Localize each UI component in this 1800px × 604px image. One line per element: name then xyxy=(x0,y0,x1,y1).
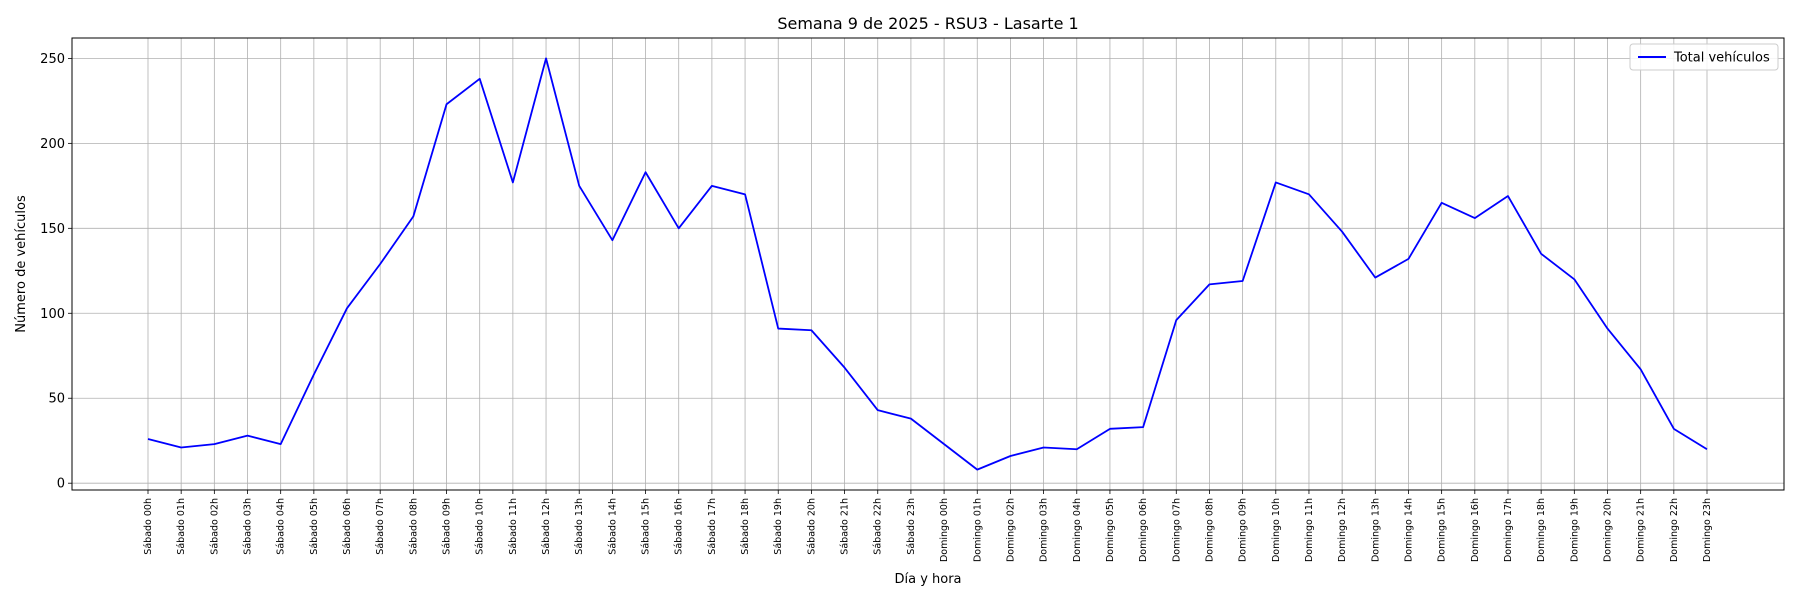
x-tick-label: Sábado 20h xyxy=(806,498,817,555)
x-tick-label: Domingo 12h xyxy=(1337,498,1348,562)
x-tick-label: Domingo 23h xyxy=(1702,498,1713,562)
x-tick-label: Sábado 11h xyxy=(508,498,519,555)
x-axis-label: Día y hora xyxy=(894,572,961,587)
x-tick-label: Domingo 00h xyxy=(939,498,950,562)
x-tick-label: Domingo 03h xyxy=(1039,498,1050,562)
x-tick-label: Sábado 01h xyxy=(176,498,187,555)
y-tick-label: 200 xyxy=(40,137,65,152)
x-tick-label: Domingo 04h xyxy=(1072,498,1083,562)
x-tick-label: Sábado 07h xyxy=(375,498,386,555)
x-tick-label: Domingo 21h xyxy=(1636,498,1647,562)
x-tick-label: Sábado 23h xyxy=(906,498,917,555)
x-tick-label: Domingo 06h xyxy=(1138,498,1149,562)
legend-box xyxy=(1629,43,1779,71)
x-tick-label: Domingo 11h xyxy=(1304,498,1315,562)
x-tick-label: Sábado 04h xyxy=(276,498,287,555)
x-tick-label: Sábado 19h xyxy=(773,498,784,555)
y-axis: 0 50 100 150 200 250 xyxy=(40,52,72,492)
x-tick-label: Sábado 17h xyxy=(707,498,718,555)
grid xyxy=(72,38,1784,490)
x-tick-label: Sábado 02h xyxy=(209,498,220,555)
x-tick-label: Domingo 10h xyxy=(1271,498,1282,562)
x-tick-label: Domingo 01h xyxy=(972,498,983,562)
x-tick-label: Sábado 16h xyxy=(674,498,685,555)
legend: Total vehículos xyxy=(1629,43,1779,71)
x-tick-label: Domingo 15h xyxy=(1437,498,1448,562)
x-tick-label: Sábado 12h xyxy=(541,498,552,555)
x-tick-label: Sábado 00h xyxy=(143,498,154,555)
x-tick-label: Domingo 19h xyxy=(1569,498,1580,562)
x-tick-label: Sábado 05h xyxy=(309,498,320,555)
x-tick-label: Sábado 18h xyxy=(740,498,751,555)
x-tick-label: Domingo 18h xyxy=(1536,498,1547,562)
x-tick-label: Sábado 13h xyxy=(574,498,585,555)
y-tick-label: 150 xyxy=(40,222,65,237)
x-tick-label: Sábado 10h xyxy=(475,498,486,555)
x-tick-label: Sábado 14h xyxy=(607,498,618,555)
x-tick-label: Domingo 20h xyxy=(1602,498,1613,562)
legend-label: Total vehículos xyxy=(1673,51,1770,66)
x-tick-label: Sábado 22h xyxy=(873,498,884,555)
x-axis: Sábado 00h Sábado 01h Sábado 02h Sábado 03h… xyxy=(143,490,1713,562)
y-axis-label: Número de vehículos xyxy=(14,195,29,333)
x-tick-label: Sábado 21h xyxy=(840,498,851,555)
x-tick-label: Domingo 14h xyxy=(1403,498,1414,562)
x-tick-label: Sábado 09h xyxy=(442,498,453,555)
x-tick-label: Sábado 06h xyxy=(342,498,353,555)
x-tick-label: Domingo 13h xyxy=(1370,498,1381,562)
x-tick-label: Domingo 05h xyxy=(1105,498,1116,562)
plot-area xyxy=(147,57,1708,471)
x-tick-label: Domingo 17h xyxy=(1503,498,1514,562)
x-tick-label: Domingo 07h xyxy=(1171,498,1182,562)
y-tick-label: 100 xyxy=(40,307,65,322)
x-tick-label: Domingo 08h xyxy=(1204,498,1215,562)
x-tick-label: Domingo 22h xyxy=(1669,498,1680,562)
plot-frame xyxy=(71,37,1785,491)
y-tick-label: 250 xyxy=(40,52,65,67)
x-tick-label: Sábado 08h xyxy=(408,498,419,555)
x-tick-label: Sábado 03h xyxy=(243,498,254,555)
x-tick-label: Sábado 15h xyxy=(641,498,652,555)
y-tick-label: 0 xyxy=(57,477,65,492)
y-tick-label: 50 xyxy=(48,392,65,407)
x-tick-label: Domingo 09h xyxy=(1238,498,1249,562)
series-line xyxy=(147,57,1708,471)
x-tick-label: Domingo 02h xyxy=(1005,498,1016,562)
x-tick-label: Domingo 16h xyxy=(1470,498,1481,562)
chart-title: Semana 9 de 2025 - RSU3 - Lasarte 1 xyxy=(777,14,1078,33)
